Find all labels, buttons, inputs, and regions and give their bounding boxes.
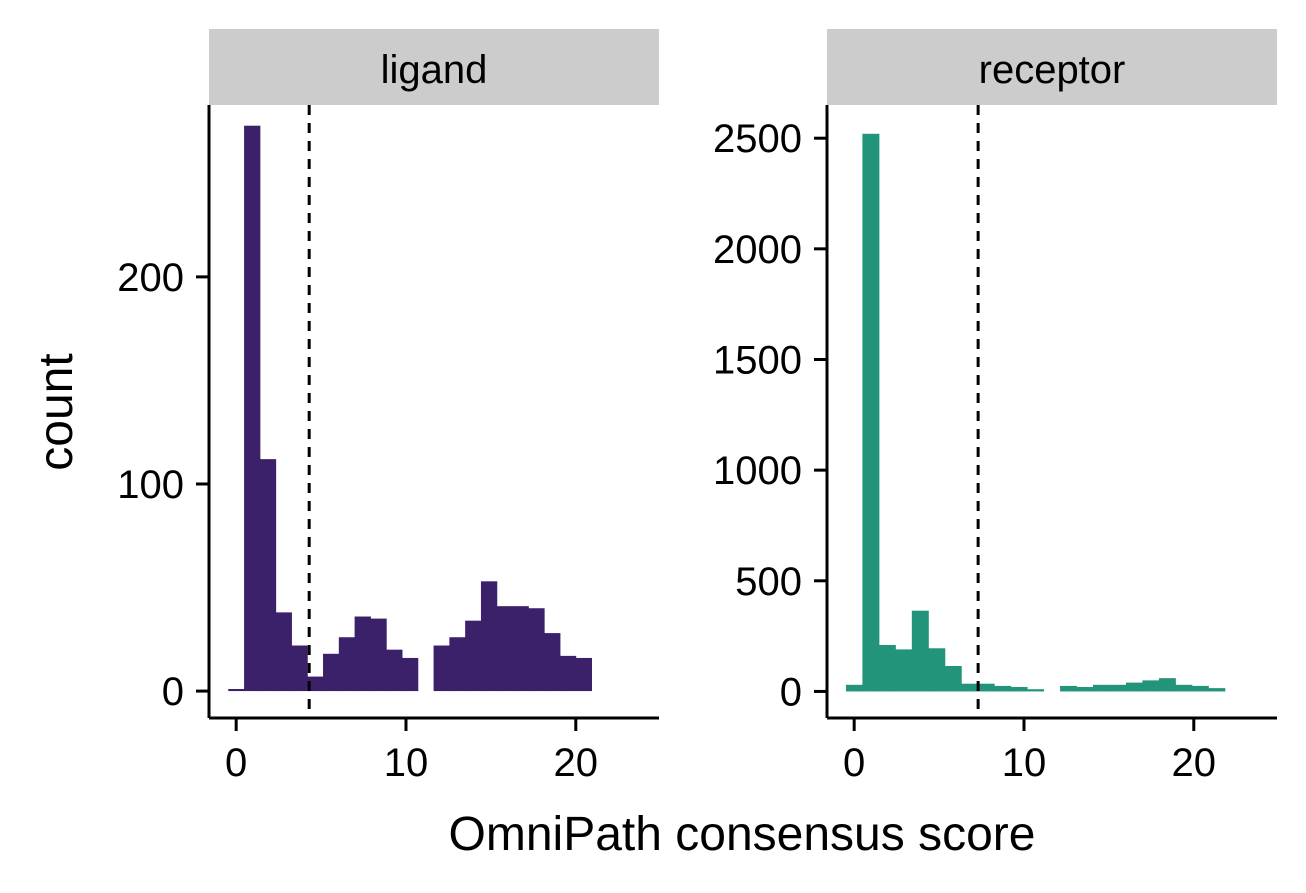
histogram-bar-ligand-3: [275, 612, 292, 692]
histogram-bar-ligand-6: [323, 653, 340, 692]
histogram-bar-receptor-6: [944, 665, 962, 692]
histogram-bar-receptor-16: [1109, 684, 1127, 692]
histogram-bar-ligand-4: [291, 645, 308, 692]
histogram-bar-ligand-7: [338, 637, 356, 692]
y-tick-label-receptor-500: 500: [735, 560, 802, 604]
strip-label-receptor: receptor: [979, 48, 1126, 92]
histogram-bar-ligand-19: [528, 608, 545, 692]
histogram-bar-receptor-0: [845, 684, 863, 692]
histogram-bar-receptor-10: [1010, 687, 1028, 692]
strip-label-ligand: ligand: [381, 48, 488, 92]
histogram-bar-ligand-2: [259, 459, 277, 692]
histogram-bar-receptor-20: [1175, 684, 1193, 692]
histogram-bar-receptor-7: [961, 683, 979, 692]
histogram-bar-receptor-19: [1158, 678, 1176, 692]
histogram-bar-receptor-1: [862, 133, 880, 692]
y-tick-label-receptor-2500: 2500: [713, 117, 802, 161]
y-tick-label-receptor-2000: 2000: [713, 228, 802, 272]
panel-ligand: ligand 0 100 200 0 10 20: [117, 29, 659, 785]
panel-receptor: receptor 0 500 1000 1500 2000 2500 0 10 20: [713, 29, 1277, 785]
histogram-bar-receptor-22: [1208, 688, 1226, 692]
histogram-bar-receptor-5: [928, 648, 946, 692]
histogram-bar-receptor-17: [1125, 682, 1143, 692]
histogram-bar-ligand-18: [512, 606, 529, 692]
histogram-bar-receptor-4: [911, 610, 929, 692]
y-tick-label-ligand-200: 200: [117, 256, 184, 300]
y-tick-label-receptor-1500: 1500: [713, 338, 802, 382]
histogram-bar-ligand-16: [480, 581, 498, 692]
histogram-bar-ligand-17: [496, 606, 514, 692]
histogram-bar-ligand-1: [244, 125, 261, 692]
x-tick-label-receptor-10: 10: [1002, 741, 1047, 785]
histogram-bar-ligand-9: [370, 618, 387, 692]
histogram-bar-ligand-20: [544, 633, 561, 692]
histogram-bar-ligand-22: [575, 657, 592, 692]
y-tick-label-receptor-1000: 1000: [713, 449, 802, 493]
histogram-bar-ligand-21: [559, 655, 577, 692]
histogram-bar-ligand-10: [386, 649, 403, 692]
histogram-bar-receptor-15: [1093, 684, 1110, 692]
x-tick-label-receptor-20: 20: [1172, 741, 1217, 785]
x-axis-title: OmniPath consensus score: [449, 808, 1036, 861]
histogram-bar-receptor-14: [1076, 687, 1094, 692]
x-tick-label-ligand-20: 20: [554, 741, 599, 785]
strip-background-receptor: [827, 29, 1277, 105]
y-tick-label-receptor-0: 0: [780, 670, 802, 714]
histogram-bar-ligand-14: [449, 637, 466, 692]
x-tick-label-ligand-10: 10: [384, 741, 429, 785]
histogram-bar-ligand-0: [228, 689, 245, 692]
x-tick-label-ligand-0: 0: [225, 741, 247, 785]
strip-background-ligand: [209, 29, 659, 105]
histogram-bar-receptor-2: [878, 644, 896, 692]
histogram-bar-receptor-11: [1027, 689, 1045, 692]
y-tick-label-ligand-100: 100: [117, 463, 184, 507]
histogram-bar-ligand-8: [354, 616, 371, 692]
histogram-bar-ligand-15: [465, 620, 482, 692]
y-tick-label-ligand-0: 0: [162, 670, 184, 714]
histogram-bar-receptor-9: [994, 685, 1012, 692]
histogram-bar-receptor-13: [1060, 685, 1078, 692]
histogram-bar-ligand-11: [401, 657, 419, 692]
histogram-bar-receptor-18: [1142, 680, 1160, 692]
y-axis-title: count: [30, 353, 83, 470]
histogram-bar-receptor-8: [977, 683, 995, 692]
histogram-bar-receptor-21: [1191, 685, 1209, 692]
x-tick-label-receptor-0: 0: [843, 741, 865, 785]
histogram-bar-ligand-13: [433, 645, 450, 692]
histogram-bar-receptor-3: [895, 649, 913, 692]
histogram-bar-ligand-5: [307, 676, 324, 692]
